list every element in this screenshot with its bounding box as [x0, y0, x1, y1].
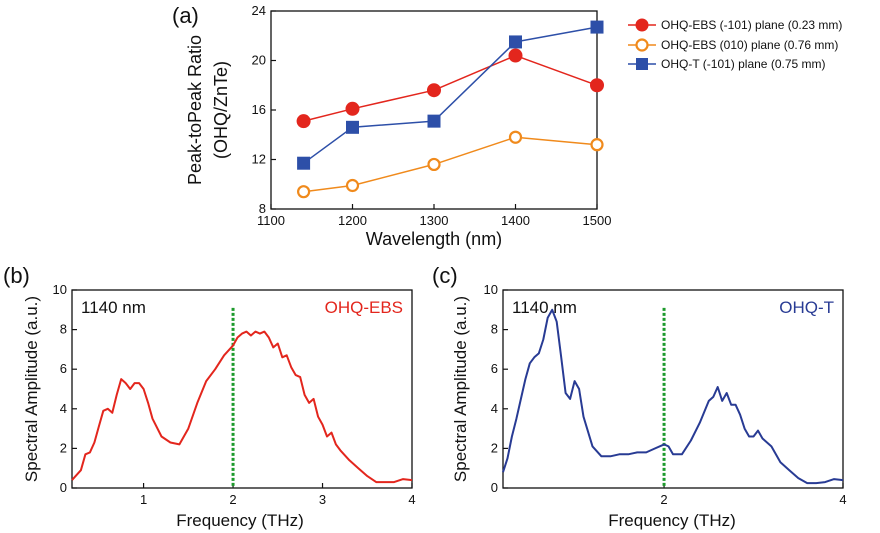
series-line-a-2: [303, 26, 598, 164]
data-point: [296, 114, 311, 129]
panel-c-sample-annotation: OHQ-T: [779, 298, 834, 317]
y-tick-label: 8: [259, 201, 266, 216]
y-tick-label: 12: [252, 152, 266, 167]
data-point: [345, 101, 360, 116]
y-tick-label: 8: [60, 322, 67, 337]
panel-b-label: (b): [3, 263, 30, 288]
panel-a-legend: OHQ-EBS (-101) plane (0.23 mm) OHQ-EBS (…: [628, 18, 842, 71]
y-tick-label: 10: [53, 282, 67, 297]
panel-b-plot-frame: [71, 289, 413, 489]
legend-marker-filled-circle: [635, 18, 649, 32]
y-tick-label: 8: [491, 322, 498, 337]
legend-entry-t-101: OHQ-T (-101) plane (0.75 mm): [628, 57, 826, 71]
x-tick-label: 1100: [257, 213, 285, 228]
data-point: [297, 156, 311, 170]
panel-c-xlabel: Frequency (THz): [608, 511, 736, 530]
y-tick-label: 4: [60, 401, 67, 416]
legend-entry-ebs-101: OHQ-EBS (-101) plane (0.23 mm): [628, 18, 842, 32]
legend-label-ebs-101: OHQ-EBS (-101) plane (0.23 mm): [661, 18, 842, 32]
x-tick-label: 1: [140, 492, 147, 507]
legend-entry-ebs-010: OHQ-EBS (010) plane (0.76 mm): [628, 38, 838, 52]
panel-b-ylabel: Spectral Amplitude (a.u.): [22, 296, 41, 482]
panel-a-ylabel-line2: (OHQ/ZnTe): [211, 61, 231, 159]
panel-a-ylabel-line1: Peak-toPeak Ratio: [185, 35, 205, 185]
x-tick-label: 4: [839, 492, 846, 507]
data-point: [346, 120, 359, 134]
data-point: [509, 35, 522, 49]
data-point: [427, 83, 441, 98]
panel-b-sample-annotation: OHQ-EBS: [325, 298, 403, 317]
data-point: [427, 114, 441, 128]
panel-c-wavelength-annotation: 1140 nm: [512, 298, 577, 317]
panel-b-xlabel: Frequency (THz): [176, 511, 304, 530]
data-point: [297, 185, 311, 199]
x-tick-label: 2: [229, 492, 236, 507]
y-tick-label: 10: [484, 282, 498, 297]
y-tick-label: 6: [60, 361, 67, 376]
panel-c-label: (c): [432, 263, 458, 288]
y-tick-label: 4: [491, 401, 498, 416]
y-tick-label: 0: [491, 480, 498, 495]
panel-c: (c) 2 4 0 2 4 6 8 10 1140 nm OHQ-T Frequency (T…: [432, 263, 847, 530]
x-tick-label: 1200: [338, 213, 367, 228]
legend-marker-filled-square: [636, 58, 648, 70]
x-tick-label: 4: [408, 492, 415, 507]
panel-a-label: (a): [172, 3, 199, 28]
panel-b: (b) 1 2 3 4 0 2 4 6 8 10 1140 nm OHQ-EBS Frequenc…: [3, 263, 416, 530]
legend-marker-open-circle: [635, 38, 649, 52]
panel-a-plot-frame: [270, 10, 598, 210]
y-tick-label: 20: [252, 53, 266, 68]
panel-a: (a) 1100 1200 1300 1400 1500 8 12 16 20 24 Wavele…: [172, 3, 842, 249]
x-tick-label: 1500: [583, 213, 612, 228]
panel-b-wavelength-annotation: 1140 nm: [81, 298, 146, 317]
x-tick-label: 1400: [501, 213, 530, 228]
panel-a-xlabel: Wavelength (nm): [366, 229, 502, 249]
data-point: [427, 157, 441, 172]
y-tick-label: 2: [491, 440, 498, 455]
panel-c-ylabel: Spectral Amplitude (a.u.): [451, 296, 470, 482]
series-line-c-0: [502, 308, 844, 485]
y-tick-label: 16: [252, 102, 266, 117]
data-point: [590, 20, 604, 34]
panel-c-plot-frame: [502, 289, 844, 489]
x-tick-label: 1300: [420, 213, 449, 228]
data-point: [345, 178, 360, 193]
data-point: [590, 138, 604, 152]
y-tick-label: 6: [491, 361, 498, 376]
data-point: [590, 78, 604, 93]
data-point: [508, 48, 523, 63]
legend-label-ebs-010: OHQ-EBS (010) plane (0.76 mm): [661, 38, 838, 52]
series-line-b-0: [71, 330, 413, 484]
data-point: [508, 130, 523, 144]
legend-label-t-101: OHQ-T (-101) plane (0.75 mm): [661, 57, 826, 71]
y-tick-label: 0: [60, 480, 67, 495]
y-tick-label: 24: [252, 3, 266, 18]
x-tick-label: 3: [319, 492, 326, 507]
x-tick-label: 2: [660, 492, 667, 507]
y-tick-label: 2: [60, 440, 67, 455]
